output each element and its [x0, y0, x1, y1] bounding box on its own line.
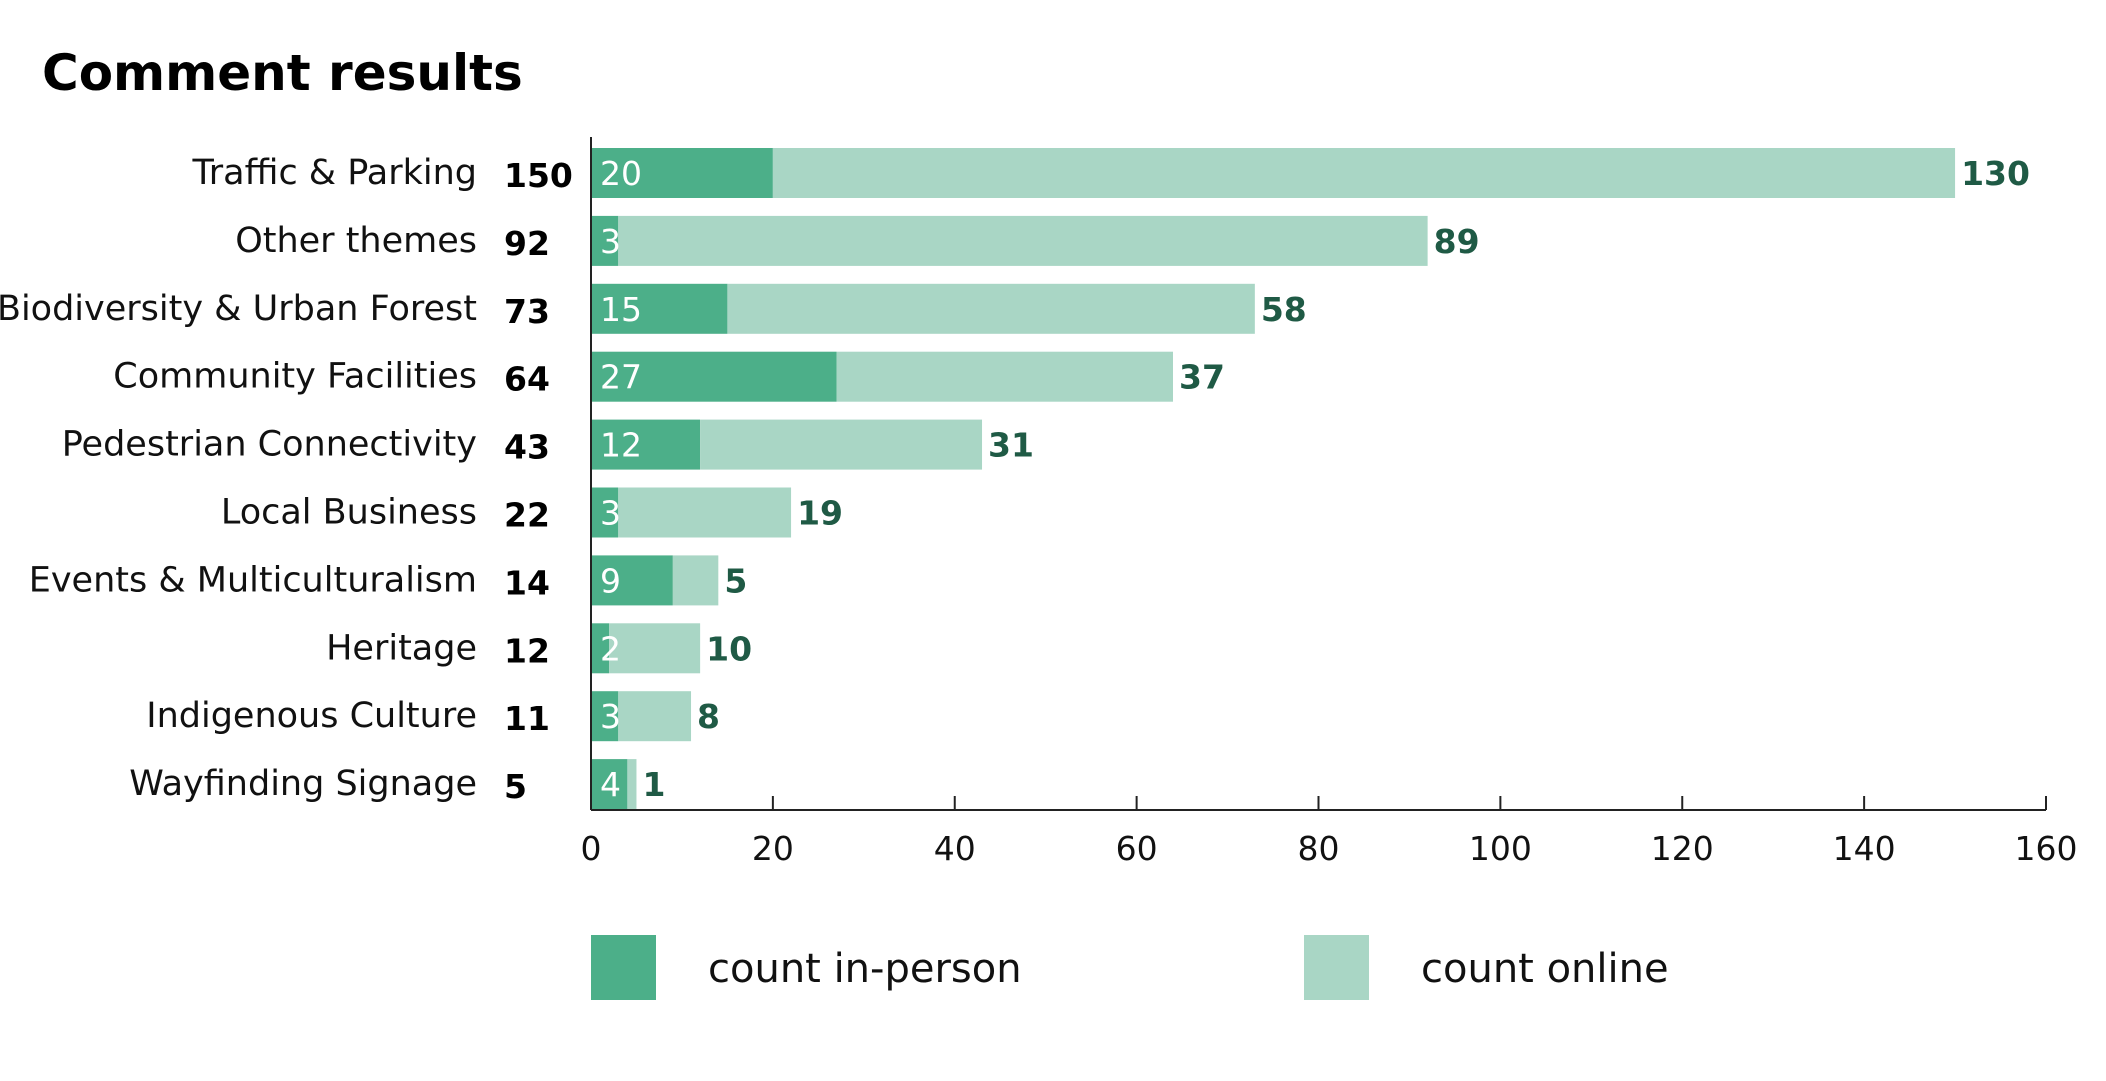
x-tick-label: 160: [2015, 829, 2078, 868]
in-person-value-label: 20: [600, 154, 642, 193]
chart-title: Comment results: [42, 44, 523, 102]
in-person-value-label: 3: [600, 494, 621, 533]
bar-row: Other themes 92 3 89: [235, 215, 1480, 266]
bar-in-person: [591, 759, 628, 810]
total-label: 150: [504, 156, 573, 195]
x-axis: 0 20 40 60 80 100 120 140 160: [581, 137, 2078, 868]
total-label: 14: [504, 563, 550, 602]
category-label: Events & Multiculturalism: [29, 560, 477, 600]
category-label: Other themes: [235, 221, 477, 261]
bar-row: Biodiversity & Urban Forest 73 15 58: [0, 283, 1307, 334]
bar-row: Community Facilities 64 27 37: [113, 351, 1225, 402]
category-label: Wayfinding Signage: [129, 764, 477, 804]
x-tick-label: 140: [1833, 829, 1896, 868]
total-label: 12: [504, 631, 550, 670]
in-person-value-label: 9: [600, 561, 621, 600]
category-label: Local Business: [221, 493, 477, 533]
online-value-label: 8: [697, 697, 720, 736]
bar-row: Events & Multiculturalism 14 9 5: [29, 555, 747, 606]
x-tick-label: 100: [1469, 829, 1532, 868]
x-tick-label: 20: [752, 829, 794, 868]
bar-online: [618, 487, 792, 538]
bar-in-person: [591, 487, 619, 538]
category-label: Heritage: [326, 628, 477, 668]
category-label: Community Facilities: [113, 357, 477, 397]
x-tick-label: 40: [934, 829, 976, 868]
in-person-value-label: 4: [600, 765, 621, 804]
category-label: Traffic & Parking: [192, 153, 477, 193]
bar-in-person: [591, 351, 837, 402]
bar-in-person: [591, 148, 773, 198]
online-value-label: 5: [724, 561, 747, 600]
bar-in-person: [591, 691, 619, 742]
bar-in-person: [591, 623, 610, 674]
total-label: 43: [504, 428, 550, 467]
total-label: 73: [504, 292, 550, 331]
total-label: 64: [504, 360, 550, 399]
in-person-value-label: 3: [600, 222, 621, 261]
online-value-label: 31: [988, 426, 1034, 465]
x-tick-label: 120: [1651, 829, 1714, 868]
total-label: 5: [504, 767, 527, 806]
bar-online: [609, 623, 701, 674]
bar-online: [727, 283, 1255, 334]
bar-online: [618, 215, 1428, 266]
bar-row: Wayfinding Signage 5 4 1: [129, 759, 665, 810]
legend-label: count in-person: [708, 946, 1022, 992]
in-person-value-label: 27: [600, 358, 642, 397]
in-person-value-label: 2: [600, 629, 621, 668]
total-label: 11: [504, 699, 550, 738]
bar-online: [627, 759, 637, 810]
category-label: Pedestrian Connectivity: [62, 425, 477, 465]
bar-row: Traffic & Parking 150 20 130: [192, 148, 2030, 198]
bar-row: Heritage 12 2 10: [326, 623, 752, 674]
total-label: 92: [504, 224, 550, 263]
bar-online: [618, 691, 692, 742]
online-value-label: 37: [1179, 358, 1225, 397]
in-person-value-label: 3: [600, 697, 621, 736]
legend-label: count online: [1421, 946, 1669, 992]
bar-in-person: [591, 283, 728, 334]
bar-in-person: [591, 419, 701, 470]
bar-row: Local Business 22 3 19: [221, 487, 843, 538]
online-value-label: 1: [642, 765, 665, 804]
bar-in-person: [591, 215, 619, 266]
online-value-label: 19: [797, 494, 843, 533]
online-value-label: 10: [706, 629, 752, 668]
x-tick-label: 60: [1116, 829, 1158, 868]
online-value-label: 89: [1434, 222, 1480, 261]
online-value-label: 130: [1961, 154, 2030, 193]
bar-online: [700, 419, 983, 470]
category-label: Biodiversity & Urban Forest: [0, 289, 477, 329]
legend: count in-person count online: [591, 935, 1669, 1000]
bar-in-person: [591, 555, 673, 606]
online-value-label: 58: [1261, 290, 1307, 329]
in-person-value-label: 12: [600, 426, 642, 465]
category-label: Indigenous Culture: [146, 696, 477, 736]
bar-online: [836, 351, 1173, 402]
legend-item: count online: [1304, 935, 1669, 1000]
in-person-value-label: 15: [600, 290, 642, 329]
bar-row: Indigenous Culture 11 3 8: [146, 691, 720, 742]
bar-online: [772, 148, 1956, 198]
x-tick-label: 0: [581, 829, 602, 868]
total-label: 22: [504, 496, 550, 535]
bar-row: Pedestrian Connectivity 43 12 31: [62, 419, 1034, 470]
legend-swatch: [1304, 935, 1369, 1000]
legend-swatch: [591, 935, 656, 1000]
bar-online: [672, 555, 719, 606]
x-tick-label: 80: [1298, 829, 1340, 868]
legend-item: count in-person: [591, 935, 1022, 1000]
